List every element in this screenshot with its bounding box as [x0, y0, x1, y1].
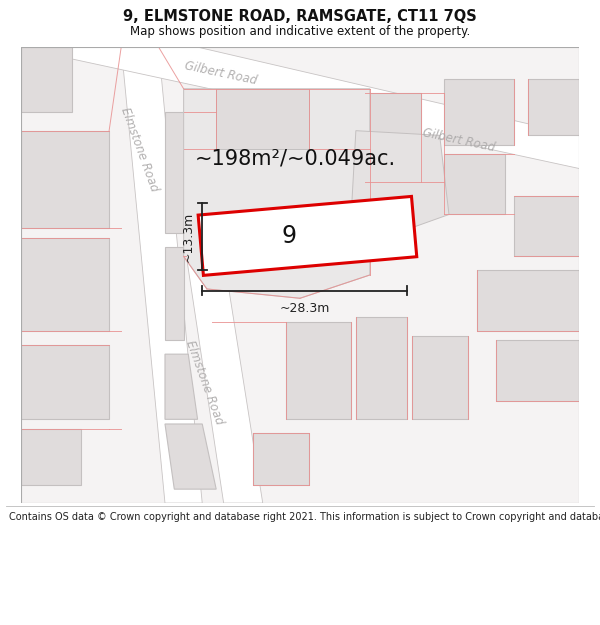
Text: 9, ELMSTONE ROAD, RAMSGATE, CT11 7QS: 9, ELMSTONE ROAD, RAMSGATE, CT11 7QS [123, 9, 477, 24]
Text: ~198m²/~0.049ac.: ~198m²/~0.049ac. [195, 149, 396, 169]
Polygon shape [198, 196, 417, 276]
Polygon shape [165, 112, 184, 233]
Text: Contains OS data © Crown copyright and database right 2021. This information is : Contains OS data © Crown copyright and d… [9, 512, 600, 522]
Polygon shape [20, 131, 109, 229]
Text: Gilbert Road: Gilbert Road [421, 126, 496, 154]
Text: ~28.3m: ~28.3m [280, 302, 330, 315]
Polygon shape [187, 256, 263, 503]
Polygon shape [20, 47, 72, 112]
Polygon shape [20, 47, 580, 503]
Text: Gilbert Road: Gilbert Road [184, 59, 259, 87]
Polygon shape [514, 196, 580, 256]
Polygon shape [528, 79, 580, 136]
Text: 9: 9 [281, 224, 296, 248]
Polygon shape [20, 345, 109, 419]
Text: Map shows position and indicative extent of the property.: Map shows position and indicative extent… [130, 26, 470, 39]
Polygon shape [165, 354, 197, 419]
Polygon shape [412, 336, 467, 419]
Text: Elmstone Road: Elmstone Road [183, 338, 226, 426]
Polygon shape [253, 433, 310, 484]
Polygon shape [16, 5, 598, 172]
Polygon shape [121, 47, 202, 503]
Polygon shape [286, 321, 351, 419]
Polygon shape [365, 93, 421, 182]
Polygon shape [20, 429, 81, 484]
Polygon shape [445, 154, 505, 214]
Polygon shape [351, 131, 449, 238]
Polygon shape [20, 238, 109, 331]
Polygon shape [356, 317, 407, 419]
Text: Elmstone Road: Elmstone Road [119, 106, 161, 193]
Polygon shape [445, 79, 514, 144]
Text: ~13.3m: ~13.3m [182, 212, 195, 262]
Polygon shape [477, 271, 580, 331]
Polygon shape [165, 247, 184, 340]
Polygon shape [496, 340, 580, 401]
Polygon shape [184, 89, 370, 298]
Polygon shape [216, 89, 310, 149]
Polygon shape [165, 424, 216, 489]
